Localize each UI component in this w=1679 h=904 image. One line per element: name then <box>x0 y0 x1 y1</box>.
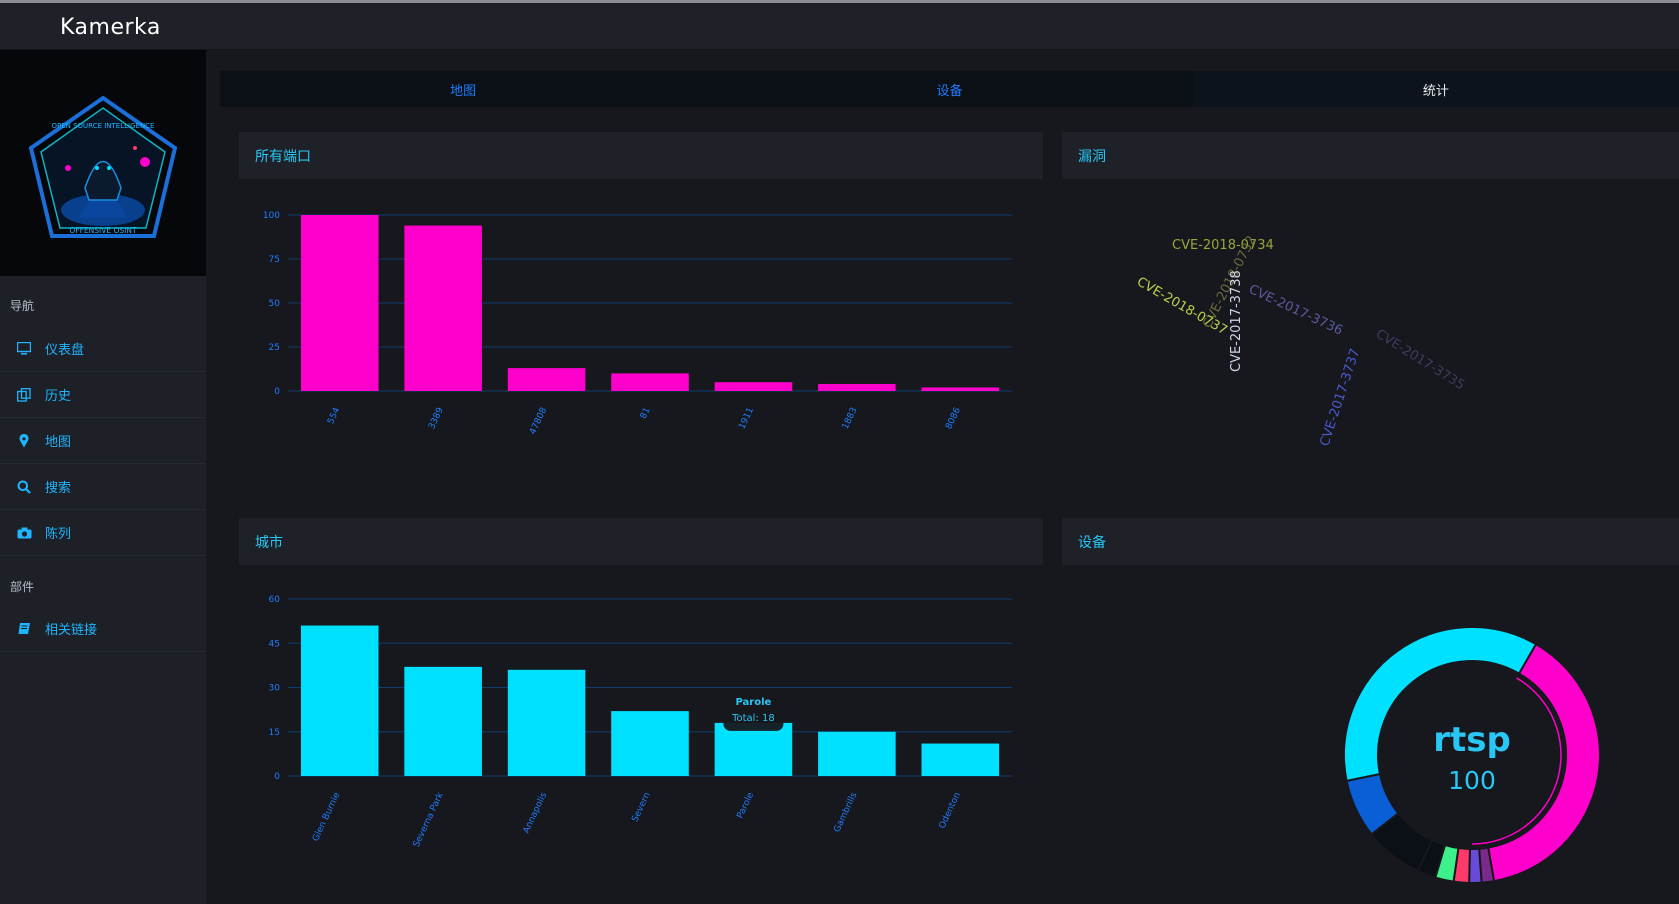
x-tick-label: Severn <box>630 791 652 824</box>
top-bar: Kamerka <box>0 3 1679 50</box>
sidebar-item-history[interactable]: 历史 <box>0 372 206 418</box>
x-tick-label: Gambrills <box>832 791 859 834</box>
bar-47808[interactable] <box>507 368 586 391</box>
x-tick-label: 47808 <box>528 406 549 436</box>
donut-center-value: 100 <box>1448 766 1496 795</box>
donut-center-label: rtsp <box>1433 720 1511 760</box>
x-tick-label: 81 <box>639 406 653 421</box>
tooltip-title: Parole <box>736 697 772 708</box>
x-tick-label: 3389 <box>427 406 446 431</box>
sidebar-item-label: 相关链接 <box>45 623 98 638</box>
bar-1911[interactable] <box>714 382 793 391</box>
bar-severna-park[interactable] <box>404 666 482 776</box>
ports-panel: 所有端口 0 25 50 75 100 554 3389 47808 81 1911 1883 808… <box>239 132 1043 509</box>
y-tick-label: 25 <box>269 343 280 353</box>
sidebar: OPEN SOURCE INTELLIGENCE OFFENSIVE OSINT… <box>0 50 206 904</box>
y-tick-label: 100 <box>263 211 280 221</box>
ports-bar-chart: 0 25 50 75 100 554 3389 47808 81 1911 1883 8086 <box>263 211 1012 436</box>
bar-parole[interactable] <box>714 722 793 776</box>
map-pin-icon <box>16 433 32 449</box>
y-tick-label: 0 <box>274 772 280 782</box>
donut-slice-2[interactable] <box>1468 847 1483 884</box>
bar-severn[interactable] <box>611 711 689 776</box>
sidebar-item-label: 地图 <box>45 435 72 450</box>
logo-area: OPEN SOURCE INTELLIGENCE OFFENSIVE OSINT <box>0 50 206 276</box>
sidebar-item-gallery[interactable]: 陈列 <box>0 510 206 556</box>
bar-tooltip: Parole Total: 18 <box>723 688 784 731</box>
vuln-word[interactable]: CVE-2017-3738 <box>1229 270 1244 372</box>
parts-section-title: 部件 <box>10 580 35 594</box>
donut-slice-8[interactable] <box>1343 626 1538 783</box>
y-tick-label: 60 <box>269 595 281 605</box>
book-icon <box>16 621 32 637</box>
devices-panel-title: 设备 <box>1062 518 1679 565</box>
main-content: 地图 设备 统计 所有端口 0 25 50 75 100 554 3389 47808 81 19… <box>206 50 1679 904</box>
bar-1883[interactable] <box>818 383 896 391</box>
bar-8086[interactable] <box>921 387 1000 391</box>
donut-slice-0[interactable] <box>1487 642 1601 883</box>
bar-3389[interactable] <box>404 225 482 391</box>
x-tick-label: 554 <box>326 406 342 426</box>
x-tick-label: Parole <box>735 791 756 821</box>
logo-ring-bottom: OFFENSIVE OSINT <box>69 226 137 235</box>
ports-panel-title: 所有端口 <box>239 132 1043 179</box>
cities-panel-title: 城市 <box>239 518 1043 565</box>
tab-statistics[interactable]: 统计 <box>1192 71 1679 107</box>
tooltip-text: Total: 18 <box>731 713 775 724</box>
devices-donut-chart: rtsp 100 <box>1343 626 1601 884</box>
sidebar-item-label: 仪表盘 <box>45 343 85 358</box>
vulns-panel-title: 漏洞 <box>1062 132 1679 179</box>
search-icon <box>16 479 32 495</box>
y-tick-label: 15 <box>269 728 280 738</box>
vuln-word[interactable]: CVE-2018-0734 <box>1172 238 1274 253</box>
camera-icon <box>16 525 32 541</box>
vulns-panel: 漏洞 CVE-2018-0734 CVE-2018-0732 CVE-2018-07… <box>1062 132 1679 509</box>
tab-bar: 地图 设备 统计 <box>220 71 1679 107</box>
sidebar-item-label: 搜索 <box>45 481 72 496</box>
copy-icon <box>16 387 32 403</box>
y-tick-label: 30 <box>269 684 281 694</box>
tab-map[interactable]: 地图 <box>450 83 477 99</box>
osint-logo-icon: OPEN SOURCE INTELLIGENCE OFFENSIVE OSINT <box>28 95 178 238</box>
x-tick-label: Odenton <box>938 791 963 830</box>
brand-title[interactable]: Kamerka <box>60 15 161 40</box>
sidebar-item-dashboard[interactable]: 仪表盘 <box>0 326 206 372</box>
sidebar-item-map[interactable]: 地图 <box>0 418 206 464</box>
cities-bar-chart: 0 15 30 45 60 Glen Burnie Severna Park Annapoli… <box>269 595 1012 849</box>
bar-gambrills[interactable] <box>818 731 896 776</box>
sidebar-item-label: 历史 <box>45 389 72 404</box>
devices-panel: 设备 rtsp 100 <box>1062 518 1679 904</box>
monitor-icon <box>16 341 32 357</box>
x-tick-label: Annapolis <box>522 791 550 835</box>
x-tick-label: 1911 <box>737 406 756 431</box>
x-tick-label: Severna Park <box>412 790 446 849</box>
sidebar-item-related-links[interactable]: 相关链接 <box>0 606 206 652</box>
x-tick-label: Glen Burnie <box>311 791 343 843</box>
vuln-word[interactable]: CVE-2017-3737 <box>1318 347 1364 448</box>
tab-devices[interactable]: 设备 <box>936 83 963 99</box>
sidebar-item-label: 陈列 <box>45 527 72 542</box>
vuln-word[interactable]: CVE-2017-3735 <box>1373 327 1467 394</box>
bar-554[interactable] <box>300 215 379 391</box>
nav-section-title: 导航 <box>10 299 35 313</box>
y-tick-label: 45 <box>269 639 280 649</box>
cities-panel: 城市 0 15 30 45 60 Glen Burnie Severna Park Annap… <box>239 518 1043 904</box>
vuln-word[interactable]: CVE-2017-3736 <box>1246 282 1345 339</box>
logo-ring-top: OPEN SOURCE INTELLIGENCE <box>51 122 154 130</box>
donut-highlight-arc <box>1471 677 1562 845</box>
x-tick-label: 8086 <box>944 406 963 431</box>
bar-glen-burnie[interactable] <box>300 625 379 776</box>
sidebar-item-search[interactable]: 搜索 <box>0 464 206 510</box>
y-tick-label: 75 <box>269 255 280 265</box>
bar-annapolis[interactable] <box>507 669 586 776</box>
y-tick-label: 50 <box>269 299 281 309</box>
window-top-border <box>0 0 1679 3</box>
bar-odenton[interactable] <box>921 743 1000 776</box>
x-tick-label: 1883 <box>841 406 860 431</box>
bar-81[interactable] <box>611 373 689 391</box>
y-tick-label: 0 <box>274 387 280 397</box>
